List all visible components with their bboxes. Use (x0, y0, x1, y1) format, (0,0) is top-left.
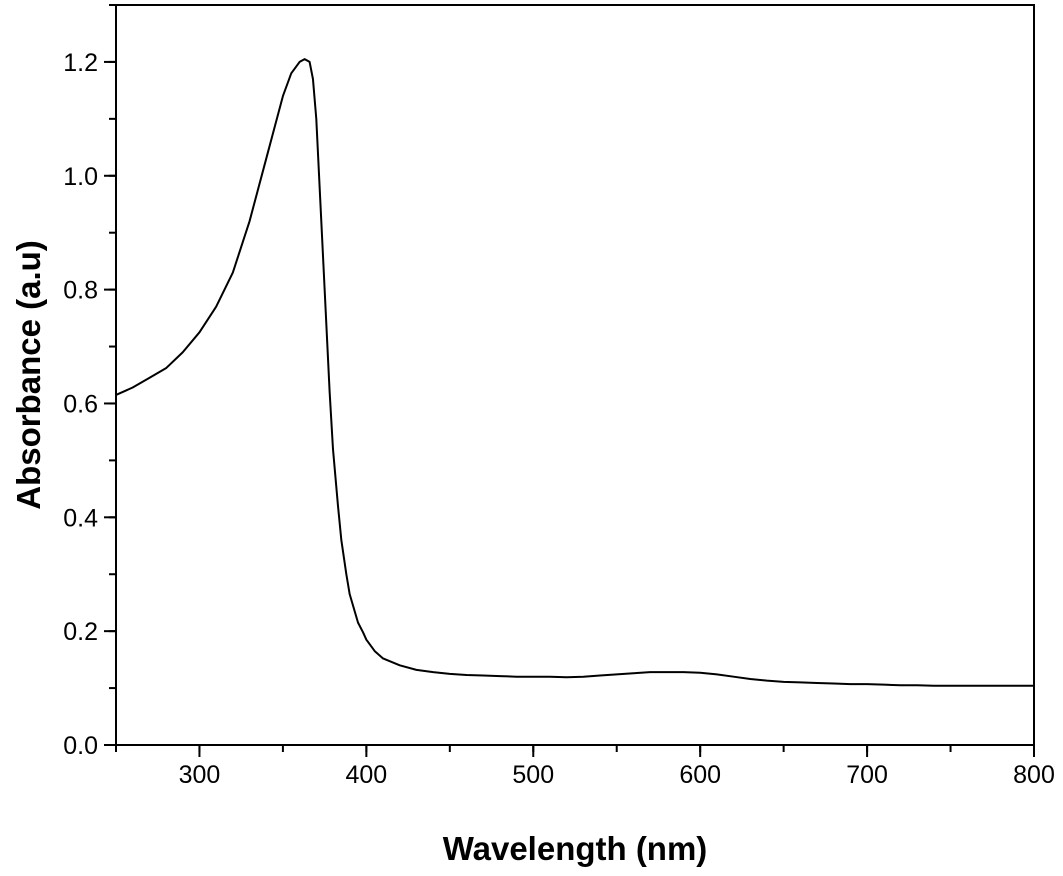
major-ticks (104, 60, 1035, 757)
y-axis-title: Absorbance (a.u) (10, 240, 47, 510)
minor-ticks (109, 4, 1035, 752)
y-tick-label: 0.0 (63, 732, 98, 760)
x-axis-title: Wavelength (nm) (443, 830, 708, 867)
x-tick-label: 800 (1013, 761, 1055, 789)
x-tick-label: 300 (179, 761, 221, 789)
y-tick-label: 1.2 (63, 49, 98, 77)
x-tick-label: 600 (679, 761, 721, 789)
y-tick-label: 0.8 (63, 277, 98, 305)
y-tick-label: 0.6 (63, 390, 98, 418)
absorbance-series-line (115, 58, 1034, 687)
y-tick-label: 1.0 (63, 163, 98, 191)
x-tick-label: 700 (846, 761, 888, 789)
x-tick-label: 400 (346, 761, 388, 789)
y-tick-label: 0.2 (63, 618, 98, 646)
x-tick-label: 500 (512, 761, 554, 789)
tick-labels: 300 400 500 600 700 800 0.0 0.2 0.4 0.6 0.8 1.0 1.2 (63, 49, 1055, 789)
plot-frame (115, 4, 1035, 746)
y-tick-label: 0.4 (63, 504, 98, 532)
